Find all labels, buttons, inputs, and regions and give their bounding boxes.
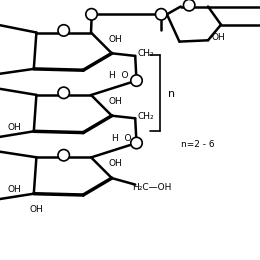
Text: OH: OH bbox=[8, 123, 21, 132]
Text: OH: OH bbox=[109, 159, 122, 168]
Text: OH: OH bbox=[109, 35, 122, 43]
Text: H₂C—OH: H₂C—OH bbox=[132, 183, 172, 192]
Text: CH₂: CH₂ bbox=[138, 49, 154, 58]
Text: H  O: H O bbox=[109, 72, 128, 80]
Text: OH: OH bbox=[212, 33, 225, 42]
Text: n=2 - 6: n=2 - 6 bbox=[181, 140, 214, 149]
Text: OH: OH bbox=[8, 185, 21, 194]
Circle shape bbox=[58, 25, 69, 36]
Circle shape bbox=[155, 9, 167, 20]
Circle shape bbox=[58, 150, 69, 161]
Circle shape bbox=[184, 0, 195, 11]
Text: CH₂: CH₂ bbox=[138, 112, 154, 121]
Text: H  O: H O bbox=[113, 134, 132, 143]
Text: OH: OH bbox=[109, 97, 122, 106]
Circle shape bbox=[131, 137, 142, 149]
Circle shape bbox=[58, 87, 69, 99]
Text: OH: OH bbox=[30, 205, 43, 214]
Circle shape bbox=[86, 9, 97, 20]
Text: n: n bbox=[167, 89, 175, 99]
Circle shape bbox=[131, 75, 142, 86]
